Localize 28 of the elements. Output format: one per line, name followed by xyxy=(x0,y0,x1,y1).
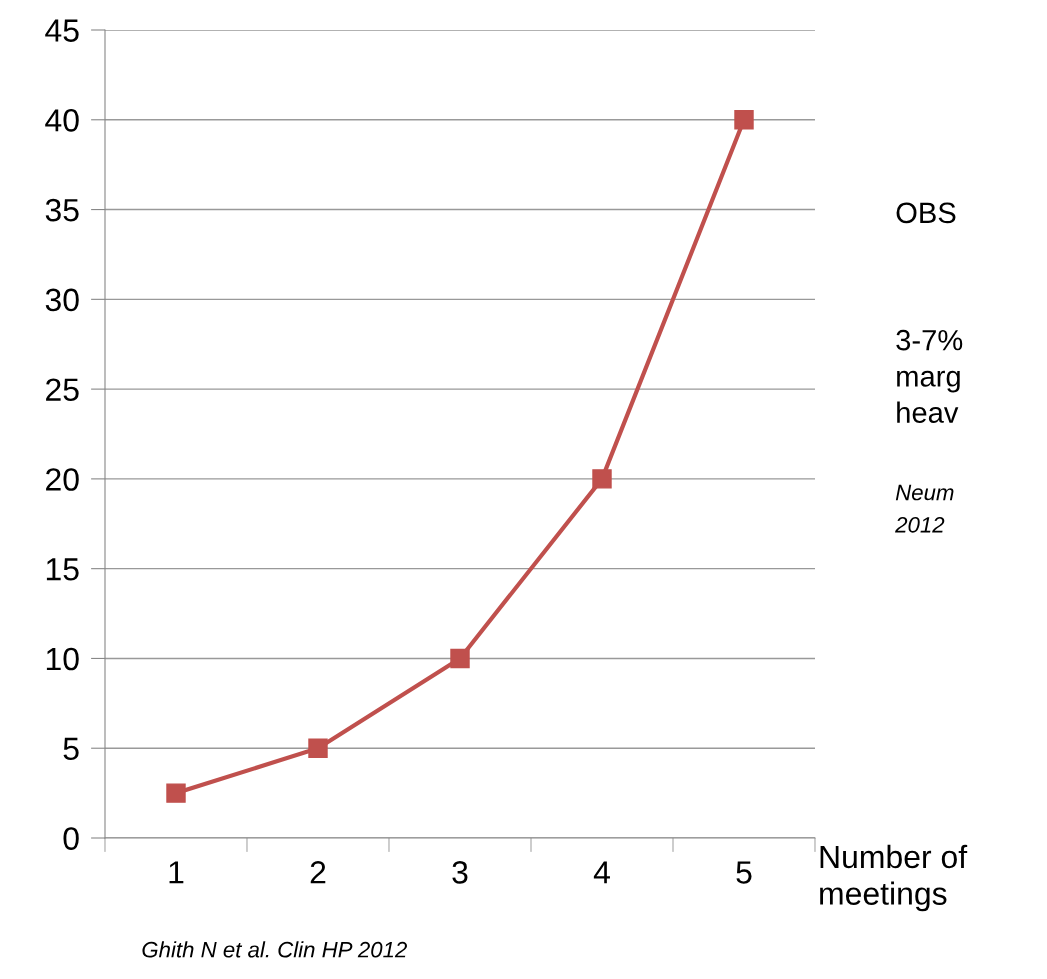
y-tick-label: 30 xyxy=(45,288,79,312)
x-tick-label: 1 xyxy=(169,861,184,884)
point xyxy=(734,110,754,130)
x-tick-label: 3 xyxy=(452,861,468,884)
x-tick-label: 2 xyxy=(310,861,326,884)
y-tick-label: 10 xyxy=(46,647,79,671)
point xyxy=(450,648,470,669)
x-tick-label: 4 xyxy=(593,861,610,884)
y-tick-label: 45 xyxy=(45,19,79,42)
text: marg xyxy=(897,370,960,393)
y-tick-label: 15 xyxy=(46,558,79,581)
y-tick-label: 5 xyxy=(63,737,79,761)
x-tick-label: 5 xyxy=(736,861,752,884)
text: OBS xyxy=(896,202,956,224)
y-tick-label: 35 xyxy=(45,198,79,222)
text: Neum xyxy=(895,484,954,501)
text: Ghith N et al. Clin HP 2012 xyxy=(142,941,407,958)
y-tick-label: 40 xyxy=(45,109,79,132)
x-axis-title: Number of meetings xyxy=(820,844,968,912)
y-tick-label: 0 xyxy=(63,827,79,850)
text: 2012 xyxy=(895,516,945,533)
point xyxy=(166,783,186,803)
point xyxy=(308,738,328,758)
text: heav xyxy=(897,401,959,423)
y-tick-label: 20 xyxy=(46,468,79,491)
y-tick-label: 25 xyxy=(46,378,79,401)
point xyxy=(592,469,612,489)
text: 3-7% xyxy=(896,329,963,351)
